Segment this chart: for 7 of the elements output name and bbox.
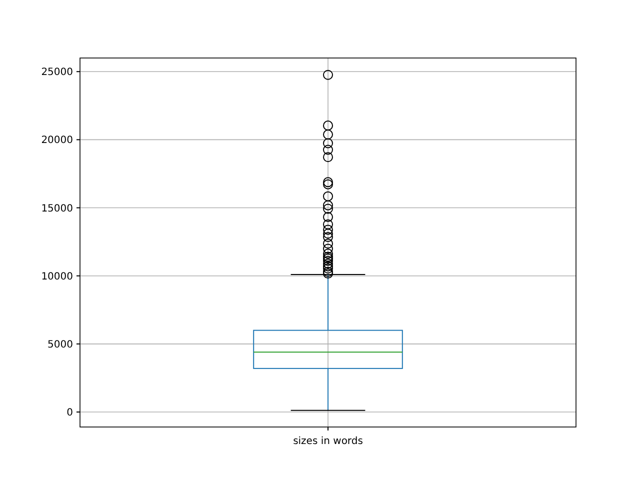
y-tick-label: 20000: [41, 135, 73, 146]
y-tick-label: 0: [66, 408, 73, 419]
y-tick-label: 5000: [48, 339, 73, 350]
x-tick-label: sizes in words: [293, 436, 363, 447]
y-tick-label: 25000: [41, 67, 73, 78]
y-tick-label: 15000: [41, 203, 73, 214]
y-tick-label: 10000: [41, 271, 73, 282]
